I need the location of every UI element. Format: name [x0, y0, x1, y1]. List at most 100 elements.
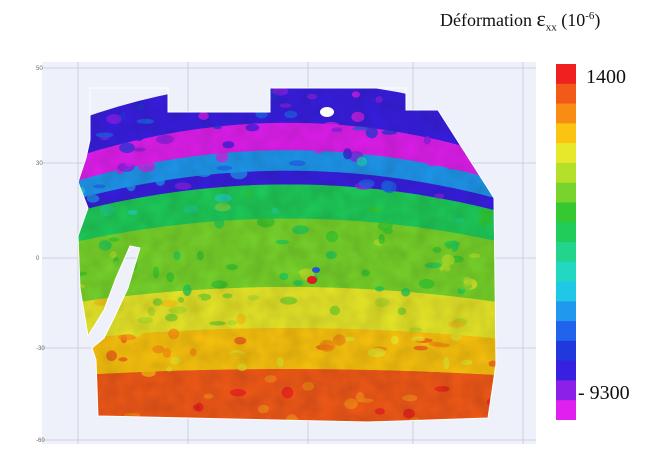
title-unit-suffix: ) — [594, 10, 601, 30]
strain-spot — [472, 348, 486, 356]
strain-spot — [319, 339, 336, 352]
strain-spot — [258, 331, 276, 342]
title-unit-prefix: (10 — [561, 10, 586, 30]
strain-spot — [192, 404, 201, 411]
strain-spot — [324, 201, 332, 209]
strain-spot — [365, 295, 376, 308]
strain-spot — [204, 393, 214, 399]
strain-spot — [302, 381, 314, 391]
strain-spot — [222, 293, 233, 299]
strain-spot — [144, 119, 153, 124]
strain-spot — [480, 361, 488, 368]
y-tick-labels: 50 30 0 -30 -60 — [36, 66, 45, 444]
strain-spot — [119, 142, 135, 153]
strain-spot — [434, 386, 450, 392]
strain-spot — [358, 179, 375, 188]
strain-spot — [264, 375, 277, 383]
strain-spot — [356, 205, 369, 216]
colorbar-segment — [556, 83, 576, 105]
strain-spot — [276, 357, 284, 368]
strain-spot — [229, 388, 247, 397]
strain-spot — [234, 336, 247, 345]
strain-spot — [328, 96, 337, 102]
strain-spot — [329, 305, 340, 316]
strain-spot — [271, 263, 279, 273]
strain-spot — [173, 251, 181, 261]
strain-spot — [322, 308, 330, 313]
strain-spot — [448, 320, 466, 328]
strain-spot — [246, 187, 259, 199]
strain-spot — [403, 408, 415, 419]
strain-spot — [441, 254, 455, 266]
strain-spot — [256, 216, 275, 228]
strain-spot — [118, 357, 128, 362]
strain-spot — [443, 357, 450, 370]
strain-spot — [440, 269, 449, 281]
strain-spot — [323, 121, 340, 128]
strain-spot — [381, 129, 398, 135]
colorbar-segment — [556, 202, 576, 223]
strain-spot — [108, 237, 120, 242]
strain-spot — [110, 251, 117, 259]
strain-spot — [374, 408, 385, 415]
colorbar-segment — [556, 261, 576, 283]
strain-spot — [236, 313, 246, 325]
strain-spot — [454, 218, 464, 223]
strain-spot — [189, 348, 197, 357]
title-text: Déformation — [440, 10, 532, 30]
strain-spot — [131, 147, 146, 152]
strain-spot — [331, 127, 343, 133]
y-tick-label: -60 — [36, 438, 45, 444]
colorbar-title: Déformation εxx (10-6) — [440, 6, 600, 34]
colorbar-segment — [556, 360, 576, 381]
strain-spot — [343, 148, 352, 160]
strain-spot — [155, 176, 165, 186]
strain-spot — [189, 295, 202, 302]
y-tick-label: -30 — [36, 346, 45, 352]
strain-spot — [413, 345, 428, 351]
strain-spot — [284, 110, 298, 118]
strain-spot — [428, 341, 443, 346]
strain-spot — [439, 263, 451, 273]
strain-spot — [168, 328, 180, 340]
strain-spot — [272, 88, 289, 96]
strain-spot — [209, 321, 226, 326]
strain-spot — [197, 171, 211, 178]
colorbar-segment — [556, 242, 576, 263]
strain-spot — [451, 333, 462, 342]
colorbar-segment — [556, 380, 576, 401]
strain-spot — [198, 111, 209, 120]
strain-spot — [424, 262, 442, 269]
y-tick-label: 50 — [36, 66, 43, 72]
strain-spot — [367, 348, 386, 358]
strain-spot — [152, 345, 165, 354]
strain-spot — [351, 91, 360, 98]
colorbar-segment — [556, 103, 576, 124]
strain-spot — [216, 151, 229, 163]
y-tick-label: 0 — [36, 256, 40, 262]
strain-spot — [375, 96, 383, 103]
strain-coldspot — [312, 267, 320, 273]
specimen-hole — [320, 107, 334, 117]
strain-spot — [236, 363, 248, 371]
colorbar-segment — [556, 281, 576, 302]
strain-map-plot: 50 30 0 -30 -60 — [36, 62, 536, 444]
strain-spot — [78, 283, 86, 289]
strain-spot — [275, 239, 290, 245]
strain-spot — [390, 335, 399, 345]
strain-spot — [174, 182, 192, 190]
strain-hotspot — [307, 276, 317, 284]
strain-spot — [222, 141, 235, 149]
strain-spot — [183, 407, 192, 415]
strain-spot — [183, 205, 199, 214]
strain-spot — [463, 276, 473, 286]
strain-spot — [137, 316, 153, 324]
strain-spot — [306, 93, 318, 100]
strain-spot — [225, 264, 238, 271]
strain-spot — [147, 306, 156, 317]
strain-spot — [381, 180, 393, 193]
strain-spot — [126, 343, 133, 349]
strain-spot — [166, 272, 175, 283]
strain-spot — [106, 114, 122, 124]
strain-spot — [358, 398, 374, 403]
